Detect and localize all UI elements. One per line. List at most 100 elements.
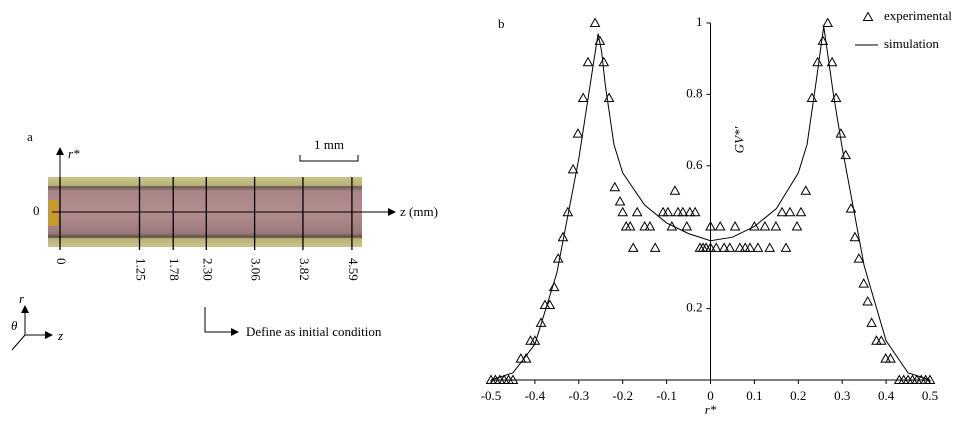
data-point	[784, 206, 796, 217]
note-arrow	[204, 307, 239, 336]
data-point	[812, 56, 823, 67]
data-point	[582, 56, 594, 67]
x-tick-label: 0.3	[834, 388, 850, 403]
scale-bar-label: 1 mm	[314, 137, 344, 152]
data-point	[734, 242, 746, 252]
data-point	[885, 353, 896, 363]
data-point	[752, 242, 764, 252]
data-point	[649, 242, 661, 252]
data-point	[800, 185, 812, 195]
data-point	[718, 242, 730, 252]
tube-tick-label: 3.82	[297, 258, 312, 281]
data-point	[577, 92, 589, 102]
data-point	[862, 295, 874, 306]
data-point	[830, 92, 842, 102]
data-point	[853, 253, 865, 263]
data-point	[666, 220, 678, 231]
tube-tick-label: 3.06	[249, 258, 264, 281]
panel-label: a	[27, 129, 33, 144]
data-line	[490, 26, 931, 381]
y-tick-label: 0.8	[686, 85, 702, 100]
x-axis-label: r*	[705, 402, 717, 417]
x-tick-label: 0.4	[878, 388, 895, 403]
tube-tick-label: 2.30	[200, 258, 215, 281]
x-tick-label: -0.2	[612, 388, 633, 403]
data-point	[552, 253, 564, 263]
data-point	[614, 195, 626, 206]
data-point	[627, 242, 639, 252]
data-point	[791, 220, 803, 231]
y-tick-label: 0.2	[686, 300, 702, 315]
tube-tick-label: 1.25	[134, 258, 149, 281]
data-point	[849, 231, 861, 242]
data-point	[694, 242, 706, 252]
data-point	[609, 181, 621, 192]
tube-tick-label: 1.78	[167, 258, 182, 281]
note: Define as initial condition	[246, 324, 382, 339]
x-tick-label: -0.5	[481, 388, 502, 403]
data-point	[759, 220, 771, 231]
data-point	[764, 242, 776, 252]
data-point	[724, 242, 736, 252]
data-point	[535, 317, 547, 327]
data-point	[548, 281, 560, 292]
data-point	[644, 220, 656, 231]
data-point	[617, 206, 629, 217]
y-axis-label: GV*'	[731, 126, 746, 153]
data-point	[677, 206, 689, 217]
data-point	[631, 206, 643, 217]
data-point	[770, 220, 782, 231]
coord-z-label: z	[57, 328, 63, 343]
data-point	[806, 92, 818, 102]
data-point	[710, 242, 722, 252]
data-point	[866, 317, 877, 327]
data-point	[744, 242, 756, 252]
z-axis-label: z (mm)	[400, 204, 438, 219]
data-point	[776, 206, 788, 217]
data-point	[822, 17, 834, 27]
data-point	[689, 206, 701, 217]
data-point	[749, 220, 760, 231]
x-tick-label: 0.5	[922, 388, 938, 403]
origin-label: 0	[33, 203, 40, 218]
y-tick-label: 1	[696, 14, 703, 29]
r-axis-label: r*	[68, 146, 80, 161]
data-point	[507, 374, 519, 384]
data-point	[729, 220, 741, 231]
coord-theta	[11, 334, 26, 351]
data-point	[826, 56, 838, 67]
panel-label: b	[498, 16, 505, 31]
data-point	[780, 242, 792, 252]
data-point	[705, 220, 716, 231]
x-tick-label: -0.3	[569, 388, 590, 403]
data-point	[662, 206, 674, 217]
data-point	[795, 206, 807, 217]
data-point	[598, 56, 610, 67]
tube-tick-label: 4.59	[346, 258, 361, 281]
data-point	[684, 206, 696, 217]
tube-end	[48, 200, 58, 226]
data-point	[603, 92, 615, 102]
data-point	[714, 220, 726, 231]
chart: -0.5 -0.4 -0.3 -0.2 -0.1 0 0.1 0.2 0.3 0.4 0.5 0.2 0…	[481, 8, 953, 417]
x-tick-label: -0.4	[525, 388, 546, 403]
data-point	[572, 128, 584, 138]
data-point	[681, 220, 693, 231]
x-tick-label: -0.1	[656, 388, 677, 403]
x-tick-label: 0	[707, 388, 714, 403]
coord-theta-label: θ	[11, 318, 18, 333]
data-point	[835, 128, 847, 138]
data-point	[858, 278, 870, 288]
data-point	[589, 17, 601, 27]
x-tick-label: 0.2	[790, 388, 806, 403]
x-tick-label: 0.1	[746, 388, 762, 403]
data-point	[817, 35, 829, 45]
scale-bar	[299, 155, 359, 162]
y-tick-label: 0.6	[686, 157, 703, 172]
data-point	[669, 185, 681, 195]
tube-tick-label: 0	[54, 258, 69, 265]
data-point	[567, 163, 579, 174]
legend-label: experimental	[884, 8, 952, 23]
